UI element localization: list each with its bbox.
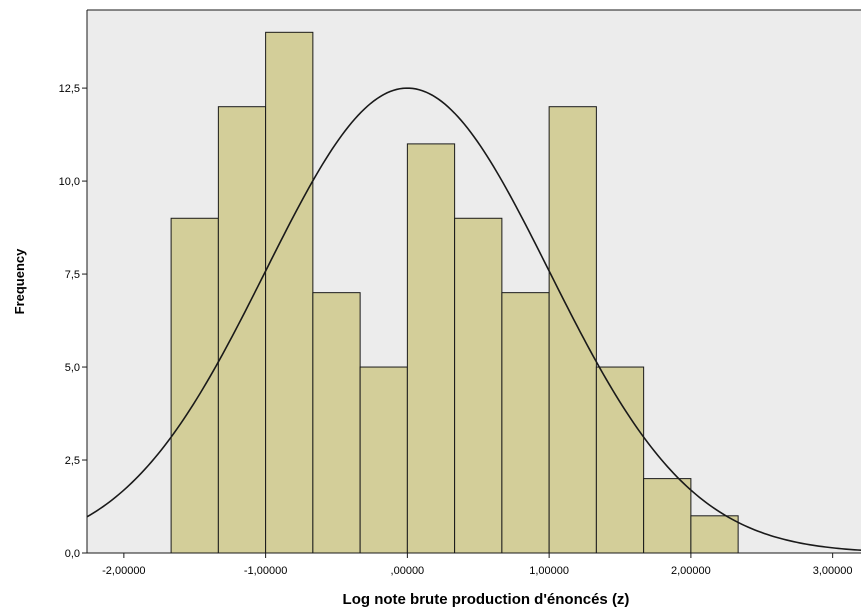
histogram-bars: [170, 31, 739, 554]
histogram-bar-5: [406, 143, 456, 554]
histogram-bar-6: [454, 217, 503, 554]
histogram-bar-9: [595, 366, 645, 554]
histogram-bar-2: [265, 31, 314, 554]
y-tick-label-1: 2,5: [65, 455, 80, 467]
x-tick-label-0: -2,00000: [102, 565, 145, 577]
y-tick-label-4: 10,0: [59, 176, 80, 188]
x-axis-title: Log note brute production d'énoncés (z): [343, 591, 630, 608]
normal-curve: [86, 87, 861, 552]
x-tick-label-5: 3,00000: [813, 565, 853, 577]
y-tick-label-3: 7,5: [65, 269, 80, 281]
y-tick-label-5: 12,5: [59, 83, 80, 95]
axes: [86, 9, 861, 554]
y-axis-ticks: 0,0 2,5 5,0 7,5 10,0 12,5: [59, 83, 87, 560]
histogram-bar-8: [548, 106, 597, 554]
x-axis-ticks: -2,00000 -1,00000 ,00000 1,00000 2,00000 3,00…: [102, 553, 853, 577]
histogram-bar-0: [170, 217, 219, 554]
histogram-bar-7: [501, 292, 550, 554]
x-tick-label-1: -1,00000: [244, 565, 287, 577]
histogram-bar-11: [690, 515, 739, 554]
y-tick-label-2: 5,0: [65, 362, 80, 374]
histogram-bar-3: [312, 292, 361, 554]
x-tick-label-4: 2,00000: [671, 565, 711, 577]
x-tick-label-3: 1,00000: [529, 565, 569, 577]
histogram-bar-1: [217, 106, 267, 554]
x-tick-label-2: ,00000: [391, 565, 425, 577]
histogram-bar-10: [643, 478, 692, 554]
y-axis-title: Frequency: [12, 248, 27, 315]
y-tick-label-0: 0,0: [65, 548, 80, 560]
histogram-bar-4: [359, 366, 408, 554]
